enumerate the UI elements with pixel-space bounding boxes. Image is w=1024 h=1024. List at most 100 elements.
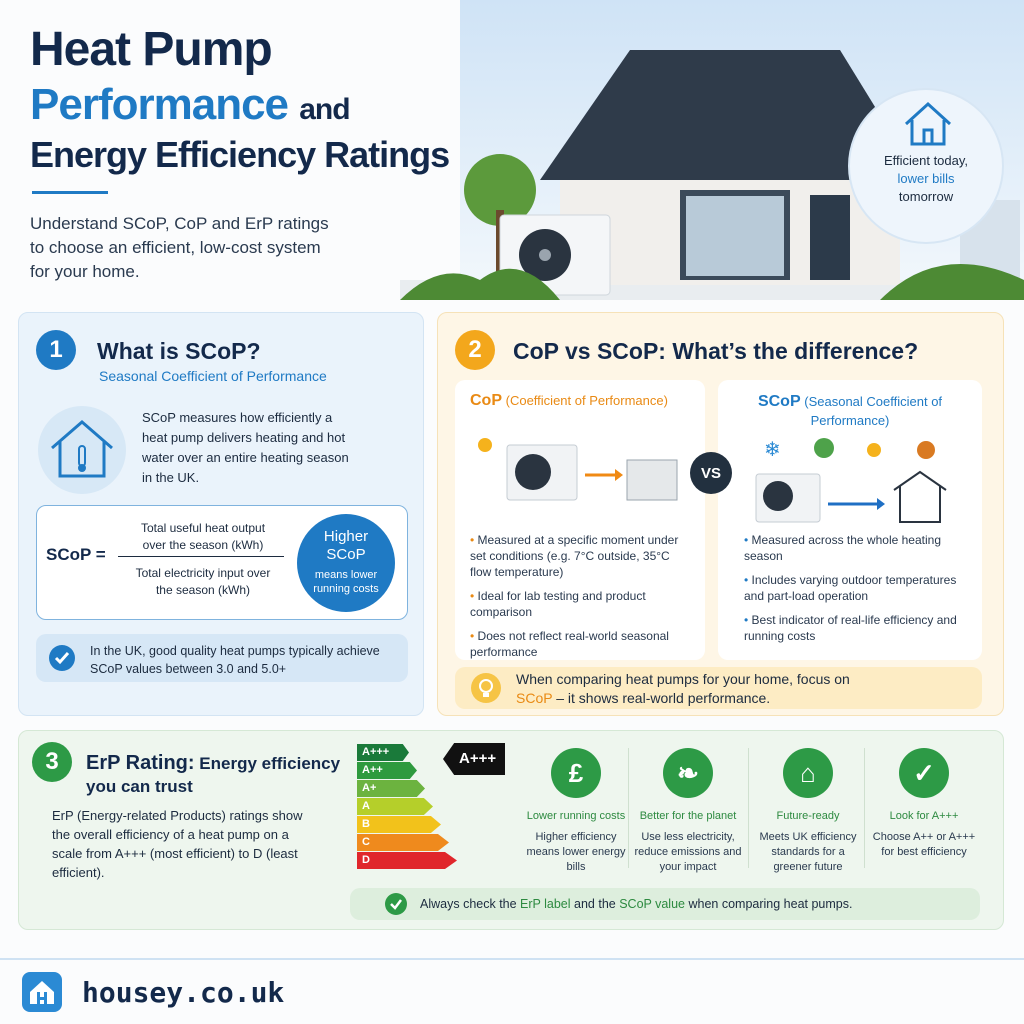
svg-text:❄: ❄ bbox=[764, 439, 781, 461]
separator bbox=[748, 748, 749, 868]
check-icon bbox=[49, 645, 75, 671]
separator bbox=[864, 748, 865, 868]
benefit: ✓ Look for A+++ Choose A++ or A+++ for bes… bbox=[868, 748, 980, 860]
note-highlight: ErP label bbox=[520, 897, 571, 911]
benefit: £ Lower running costs Higher efficiency me… bbox=[520, 748, 632, 875]
thermometer-icon bbox=[38, 406, 126, 494]
tip-box bbox=[455, 667, 982, 709]
subtitle: Understand SCoP, CoP and ErP ratings to … bbox=[30, 214, 329, 281]
benefit-text: Use less electricity, reduce emissions a… bbox=[634, 831, 742, 873]
point-text: Measured at a specific moment under set … bbox=[470, 533, 679, 579]
point-text: Includes varying outdoor temperatures an… bbox=[744, 573, 957, 603]
section-title: What is SCoP? bbox=[97, 338, 261, 364]
erp-band: A+ bbox=[357, 780, 425, 797]
scop-illustration: ❄ bbox=[755, 438, 947, 523]
benefit-title: Lower running costs bbox=[526, 810, 626, 822]
benefit: ❧ Better for the planet Use less electrici… bbox=[632, 748, 744, 875]
tip-text: – it shows real-world performance. bbox=[552, 690, 771, 706]
point-text: Does not reflect real-world seasonal per… bbox=[470, 629, 669, 659]
heading-detail: (Coefficient of Performance) bbox=[505, 393, 668, 408]
cop-point: • Does not reflect real-world seasonal p… bbox=[470, 629, 669, 659]
note-highlight: SCoP value bbox=[619, 897, 685, 911]
vs-badge: VS bbox=[690, 452, 732, 494]
section-subtitle: Seasonal Coefficient of Performance bbox=[99, 368, 327, 384]
erp-band: B bbox=[357, 816, 441, 833]
note: In the UK, good quality heat pumps typic… bbox=[90, 644, 380, 676]
footer-line bbox=[0, 958, 1024, 960]
benefit-icon: £ bbox=[551, 748, 601, 798]
erp-band: A+++ bbox=[357, 744, 409, 761]
benefit-text: Meets UK efficiency standards for a gree… bbox=[759, 831, 857, 873]
tip-text: When comparing heat pumps for your home,… bbox=[516, 671, 850, 687]
cop-points: • Measured at a specific moment under se… bbox=[470, 532, 690, 668]
note: Always check the ErP label and the SCoP … bbox=[420, 897, 852, 911]
badge-text: lower bills bbox=[897, 171, 955, 186]
cop-point: • Measured at a specific moment under se… bbox=[470, 533, 679, 579]
site-name[interactable]: housey.co.uk bbox=[82, 976, 285, 1009]
formula-badge: Higher SCoP means lower running costs bbox=[297, 514, 395, 612]
tip-highlight: SCoP bbox=[516, 690, 553, 706]
title: Heat Pump bbox=[30, 23, 273, 76]
point-text: Measured across the whole heating season bbox=[744, 533, 941, 563]
badge-text: tomorrow bbox=[898, 189, 954, 204]
house-icon bbox=[904, 101, 952, 146]
formula-numerator: Total useful heat output over the season… bbox=[140, 521, 266, 552]
scop-point: • Includes varying outdoor temperatures … bbox=[744, 573, 957, 603]
divider bbox=[32, 191, 108, 194]
note-text: and the bbox=[570, 897, 620, 911]
house-illustration bbox=[400, 0, 1024, 300]
erp-rating: A+++ bbox=[443, 743, 505, 775]
benefit-title: Look for A+++ bbox=[889, 810, 959, 822]
separator bbox=[628, 748, 629, 868]
note-box bbox=[36, 634, 408, 682]
title-text: and bbox=[299, 93, 350, 126]
cop-illustration bbox=[478, 438, 678, 501]
section-number: 1 bbox=[36, 330, 76, 370]
section-number: 3 bbox=[32, 742, 72, 782]
cop-point: • Ideal for lab testing and product comp… bbox=[470, 589, 646, 619]
note-text: when comparing heat pumps. bbox=[685, 897, 853, 911]
formula-label: SCoP = bbox=[46, 545, 106, 564]
title-highlight: Performance bbox=[30, 80, 289, 129]
fraction-line bbox=[118, 556, 284, 557]
heading: SCoP bbox=[757, 393, 801, 410]
title: Performance and bbox=[30, 80, 351, 130]
description: SCoP measures how efficiently a heat pum… bbox=[142, 410, 349, 485]
erp-band: D bbox=[357, 852, 457, 869]
badge-text: means lower running costs bbox=[313, 569, 379, 595]
badge-text: Efficient today, bbox=[883, 153, 969, 168]
erp-band: C bbox=[357, 834, 449, 851]
title-rest: Energy efficiency you can trust bbox=[86, 754, 341, 796]
benefit-title: Future-ready bbox=[776, 810, 840, 822]
cop-heading: CoP (Coefficient of Performance) bbox=[470, 392, 668, 410]
benefit: ⌂ Future-ready Meets UK efficiency standar… bbox=[752, 748, 864, 875]
scop-point: • Best indicator of real-life efficiency… bbox=[744, 613, 957, 643]
benefit-text: Choose A++ or A+++ for best efficiency bbox=[872, 831, 976, 858]
benefit-icon: ⌂ bbox=[783, 748, 833, 798]
logo bbox=[22, 972, 62, 1012]
section-title: CoP vs SCoP: What’s the difference? bbox=[513, 338, 919, 364]
benefit-icon: ❧ bbox=[663, 748, 713, 798]
point-text: Best indicator of real-life efficiency a… bbox=[744, 613, 957, 643]
scop-points: • Measured across the whole heating seas… bbox=[744, 532, 969, 652]
benefit-text: Higher efficiency means lower energy bil… bbox=[526, 831, 626, 873]
description: ErP (Energy-related Products) ratings sh… bbox=[52, 808, 303, 880]
erp-band: A++ bbox=[357, 762, 417, 779]
scop-point: • Measured across the whole heating seas… bbox=[744, 533, 941, 563]
bulb-icon bbox=[471, 673, 501, 703]
cop-card bbox=[455, 380, 705, 660]
heading-detail: (Seasonal Coefficient of Performance) bbox=[804, 394, 943, 428]
benefit-icon: ✓ bbox=[899, 748, 949, 798]
note-text: Always check the bbox=[420, 897, 521, 911]
check-icon bbox=[385, 893, 407, 915]
heading: CoP bbox=[470, 392, 502, 409]
scop-heading: SCoP (Seasonal Coefficient of Performanc… bbox=[740, 392, 960, 430]
point-text: Ideal for lab testing and product compar… bbox=[470, 589, 646, 619]
formula-denominator: Total electricity input over the season … bbox=[135, 566, 271, 597]
section-title: ErP Rating: Energy efficiency you can tr… bbox=[86, 752, 341, 798]
badge: Efficient today, lower bills tomorrow bbox=[848, 88, 1004, 244]
tip: When comparing heat pumps for your home,… bbox=[516, 670, 856, 708]
erp-band: A bbox=[357, 798, 433, 815]
note-box bbox=[350, 888, 980, 920]
